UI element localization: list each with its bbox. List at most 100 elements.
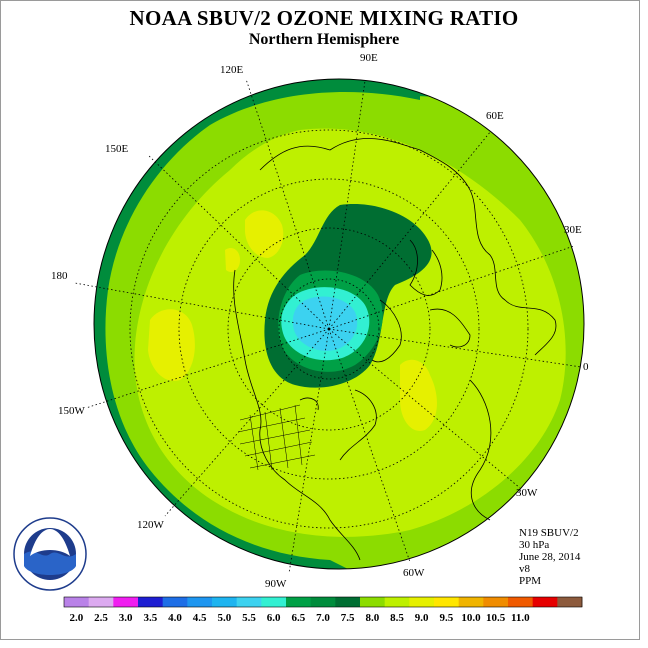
ozone-field <box>94 79 584 569</box>
field-high-2 <box>245 210 284 258</box>
colorbar-border <box>63 596 583 608</box>
colorbar-swatch <box>310 597 336 607</box>
field-high-4 <box>225 248 240 272</box>
coast-iceland-uk <box>429 308 471 348</box>
colorbar-swatch <box>483 597 509 607</box>
meridian-60e <box>328 130 492 330</box>
lat-50 <box>129 129 529 529</box>
logo-text: NOAA <box>35 540 64 551</box>
colorbar-label: 5.5 <box>242 612 256 624</box>
map-boundary <box>93 78 585 570</box>
lon-label-120e: 120E <box>220 64 244 76</box>
field-high-3 <box>400 359 437 431</box>
meridian-30w <box>328 328 521 489</box>
info-date: June 28, 2014 <box>519 551 581 563</box>
us-states <box>237 404 316 471</box>
colorbar-label: 5.0 <box>217 612 231 624</box>
coast-asia-north <box>259 138 471 191</box>
lon-label-30e: 30E <box>564 224 582 236</box>
meridian-150w <box>85 328 330 409</box>
lon-label-60e: 60E <box>486 110 504 122</box>
colorbar-swatch <box>236 597 262 607</box>
coast-hudson <box>299 389 377 461</box>
map-title: NOAA SBUV/2 OZONE MIXING RATIO <box>129 6 519 30</box>
meridian-30e <box>328 245 575 330</box>
us-state-lines-v <box>249 404 303 471</box>
logo-wave <box>24 551 76 575</box>
meridian-0 <box>328 328 582 368</box>
colorbar-label: 3.0 <box>119 612 133 624</box>
colorbar-label: 4.0 <box>168 612 182 624</box>
lon-label-0: 0 <box>583 361 589 373</box>
coast-scandinavia <box>409 239 443 296</box>
lat-70 <box>227 227 431 431</box>
colorbar: 2.0 2.5 3.0 3.5 4.0 4.5 5.0 5.5 6.0 6.5 7.0 7.5 8.0 8… <box>63 596 583 624</box>
lon-label-150e: 150E <box>105 143 129 155</box>
colorbar-label: 3.5 <box>143 612 157 624</box>
coast-europe-africa <box>469 189 557 521</box>
lon-label-180: 180 <box>51 270 68 282</box>
colorbar-swatch <box>458 597 484 607</box>
us-state-lines-h <box>237 404 316 469</box>
colorbar-label: 10.0 <box>461 612 481 624</box>
noaa-logo: NOAA <box>13 517 87 591</box>
colorbar-label: 6.0 <box>267 612 281 624</box>
colorbar-label: 7.5 <box>341 612 355 624</box>
lon-label-90w: 90W <box>265 578 287 590</box>
colorbar-swatch <box>261 597 287 607</box>
info-version: v8 <box>519 563 530 575</box>
coast-greenland <box>371 299 402 363</box>
longitude-labels: 90E 60E 30E 0 30W 60W 90W 120W 150W 180 … <box>51 52 589 590</box>
colorbar-swatch <box>113 597 139 607</box>
lon-label-120w: 120W <box>137 519 165 531</box>
colorbar-label: 2.0 <box>69 612 83 624</box>
colorbar-swatch <box>335 597 361 607</box>
meridian-180 <box>74 282 330 330</box>
colorbar-label: 6.5 <box>291 612 305 624</box>
figure-frame <box>0 0 640 640</box>
meridian-90e <box>328 80 366 330</box>
logo-bird <box>30 529 70 556</box>
colorbar-swatch <box>88 597 114 607</box>
meridian-120w <box>164 328 330 517</box>
latitude-circles <box>129 129 529 529</box>
lat-60 <box>178 178 480 480</box>
info-instrument: N19 SBUV/2 <box>519 527 579 539</box>
colorbar-label: 10.5 <box>486 612 506 624</box>
meridian-60w <box>328 328 411 563</box>
colorbar-swatch <box>286 597 312 607</box>
colorbar-swatch <box>162 597 188 607</box>
meridian-90w <box>288 328 330 574</box>
colorbar-swatch <box>360 597 386 607</box>
colorbar-label: 8.0 <box>365 612 379 624</box>
colorbar-label: 9.5 <box>439 612 453 624</box>
info-block: N19 SBUV/2 30 hPa June 28, 2014 v8 PPM <box>519 527 580 587</box>
colorbar-swatch <box>64 597 90 607</box>
meridians <box>74 78 582 574</box>
lon-label-30w: 30W <box>516 487 538 499</box>
vortex-core <box>292 296 358 351</box>
info-units: PPM <box>519 575 542 587</box>
colorbar-swatch <box>138 597 164 607</box>
lon-label-90e: 90E <box>360 52 378 64</box>
lon-label-60w: 60W <box>403 567 425 579</box>
colorbar-swatch <box>409 597 435 607</box>
colorbar-swatch <box>384 597 410 607</box>
colorbar-swatch <box>187 597 213 607</box>
lat-80 <box>278 278 380 380</box>
colorbar-swatch <box>212 597 238 607</box>
colorbar-label: 11.0 <box>511 612 530 624</box>
colorbar-swatch <box>508 597 534 607</box>
lon-label-150w: 150W <box>58 405 86 417</box>
info-level: 30 hPa <box>519 539 550 551</box>
colorbar-swatch <box>557 597 583 607</box>
meridian-150e <box>147 154 330 330</box>
colorbar-swatch <box>532 597 558 607</box>
colorbar-label: 9.0 <box>415 612 429 624</box>
colorbar-label: 4.5 <box>193 612 207 624</box>
colorbar-swatch <box>434 597 460 607</box>
colorbar-label: 7.0 <box>316 612 330 624</box>
colorbar-label: 8.5 <box>390 612 404 624</box>
map-subtitle: Northern Hemisphere <box>248 31 400 48</box>
